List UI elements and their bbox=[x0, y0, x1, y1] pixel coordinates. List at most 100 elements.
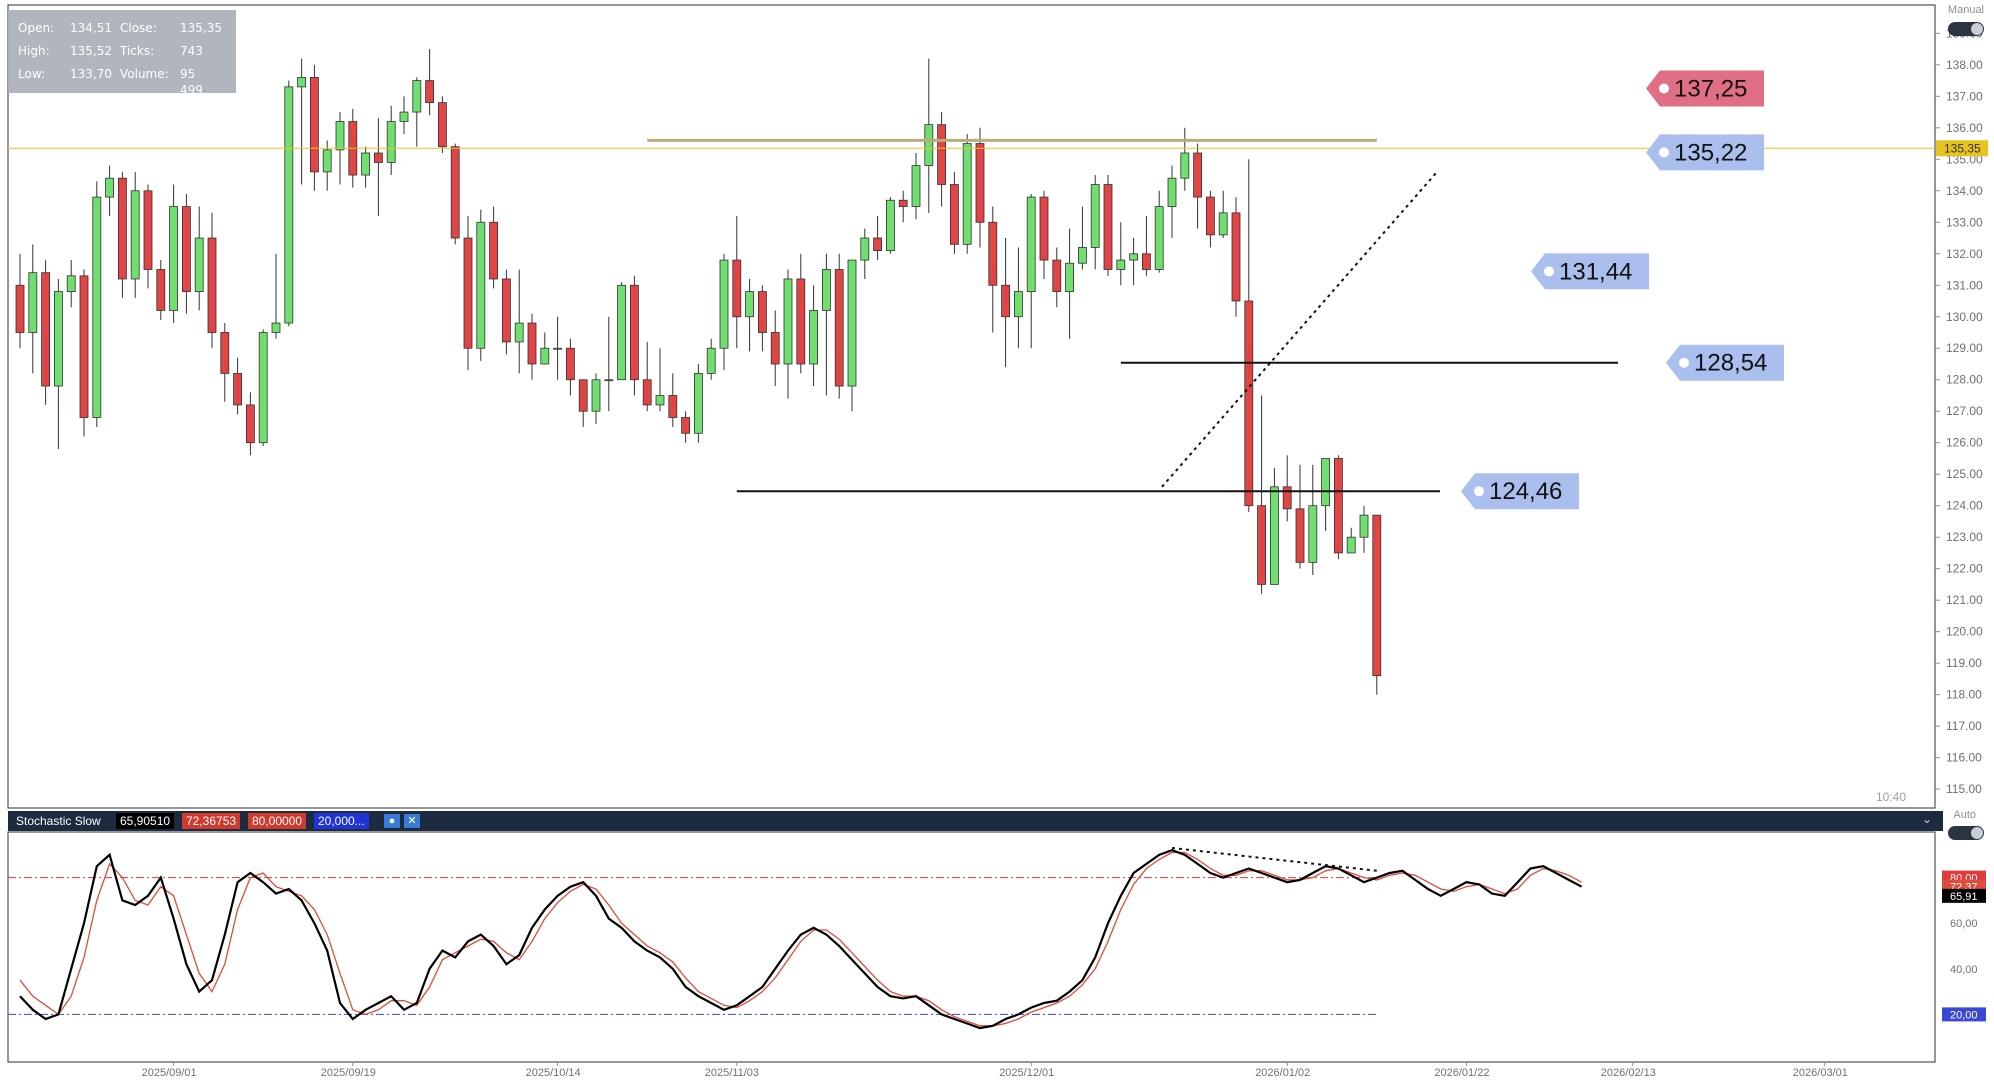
price-tick-label: 134.00 bbox=[1946, 184, 1983, 198]
indicator-scale-mode-toggle[interactable] bbox=[1948, 826, 1984, 840]
price-scale-mode-label: Manual bbox=[1947, 4, 1984, 16]
candle-body bbox=[1372, 514, 1382, 677]
date-label: 2025/12/01 bbox=[999, 1067, 1054, 1079]
candle-body bbox=[847, 259, 857, 387]
candle-body bbox=[1078, 247, 1087, 264]
candle-body bbox=[1065, 262, 1074, 292]
candle-body bbox=[207, 237, 217, 333]
level-tag-137-25 bbox=[1646, 70, 1764, 107]
candle-body bbox=[553, 347, 562, 350]
oversold-value-label: 20,00 bbox=[1950, 1009, 1978, 1021]
candle-body bbox=[335, 121, 345, 151]
candle-body bbox=[386, 121, 396, 163]
level-label: 128,54 bbox=[1694, 350, 1767, 377]
candle-body bbox=[489, 221, 499, 280]
stochastic-value-label: 65,91 bbox=[1950, 891, 1978, 903]
candle-body bbox=[1334, 458, 1343, 554]
ticks-label: Ticks: bbox=[120, 44, 155, 58]
candle-body bbox=[630, 284, 639, 381]
stochastic-d-line bbox=[19, 851, 1582, 1027]
eye-icon[interactable]: ● bbox=[384, 814, 400, 828]
candle-body bbox=[41, 272, 50, 387]
low-value: 133,70 bbox=[70, 67, 112, 81]
date-label: 2025/11/03 bbox=[705, 1067, 759, 1079]
candle-body bbox=[668, 395, 678, 418]
candle-body bbox=[373, 152, 383, 163]
open-value: 134,51 bbox=[70, 21, 112, 35]
date-label: 2026/01/02 bbox=[1255, 1067, 1310, 1079]
candle-body bbox=[1001, 284, 1010, 318]
oversold-chip: 20,000... bbox=[314, 813, 369, 829]
candle-body bbox=[1167, 177, 1177, 207]
candle-body bbox=[1206, 196, 1215, 236]
date-label: 2026/02/13 bbox=[1601, 1067, 1656, 1079]
indicator-name[interactable]: Stochastic Slow bbox=[16, 814, 101, 828]
price-tick-label: 117.00 bbox=[1946, 719, 1982, 733]
overbought-chip: 80,00000 bbox=[248, 813, 307, 829]
candle-body bbox=[118, 177, 127, 280]
candle-body bbox=[412, 80, 422, 113]
price-tick-label: 124.00 bbox=[1946, 499, 1983, 513]
candle-body bbox=[399, 111, 409, 122]
candle-body bbox=[783, 278, 793, 365]
price-scale-mode-toggle[interactable] bbox=[1948, 22, 1984, 36]
candle-body bbox=[1052, 259, 1062, 292]
candle-body bbox=[886, 199, 895, 252]
candle-body bbox=[450, 146, 460, 239]
candle-body bbox=[937, 124, 946, 185]
candle-body bbox=[604, 379, 614, 382]
candle-body bbox=[1180, 152, 1190, 179]
volume-label: Volume: bbox=[120, 67, 169, 81]
candle-body bbox=[284, 86, 294, 324]
candle-body bbox=[732, 259, 742, 318]
candle-body bbox=[476, 221, 486, 349]
chevron-down-icon[interactable]: ⌄ bbox=[1922, 812, 1933, 826]
d-value-chip: 72,36753 bbox=[182, 813, 241, 829]
candle-body bbox=[822, 269, 831, 311]
candle-body bbox=[92, 196, 102, 418]
level-label: 135,22 bbox=[1674, 139, 1747, 166]
candle-body bbox=[566, 347, 575, 381]
candle-body bbox=[1129, 253, 1138, 261]
candle-body bbox=[527, 322, 537, 365]
current-price-tag bbox=[1936, 140, 1988, 157]
level-tag-135-22 bbox=[1646, 134, 1764, 171]
candle-body bbox=[309, 77, 319, 173]
date-label: 2025/09/01 bbox=[142, 1067, 197, 1079]
candle-body bbox=[322, 149, 332, 173]
candle-body bbox=[233, 373, 243, 406]
stochastic-panel-frame bbox=[7, 831, 1936, 1063]
price-tick-label: 129.00 bbox=[1946, 341, 1983, 355]
price-tick-label: 138.00 bbox=[1946, 58, 1983, 72]
candle-body bbox=[1257, 505, 1266, 585]
candle-body bbox=[924, 124, 934, 166]
level-label: 124,46 bbox=[1489, 478, 1562, 505]
candle-body bbox=[28, 272, 38, 333]
candle-body bbox=[898, 199, 908, 207]
ohlc-info-panel: Open: 134,51 Close: 135,35 High: 135,52 … bbox=[8, 10, 236, 97]
candle-body bbox=[1244, 300, 1254, 507]
low-label: Low: bbox=[18, 67, 46, 81]
candle-body bbox=[297, 77, 307, 88]
candle-body bbox=[271, 322, 281, 333]
candle-body bbox=[514, 322, 524, 343]
candle-body bbox=[501, 278, 511, 343]
close-label: Close: bbox=[120, 21, 157, 35]
toggle-knob bbox=[1971, 827, 1983, 839]
candle-body bbox=[258, 332, 268, 444]
indicator-header-bar: Stochastic Slow 65,90510 72,36753 80,000… bbox=[8, 811, 1943, 831]
current-price-label: 135,35 bbox=[1944, 141, 1981, 155]
time-label: 10:40 bbox=[1876, 790, 1907, 804]
price-tick-label: 123.00 bbox=[1946, 530, 1983, 544]
candle-body bbox=[1014, 291, 1023, 318]
candle-body bbox=[1142, 253, 1151, 270]
close-icon[interactable]: ✕ bbox=[404, 814, 420, 828]
price-panel-frame bbox=[7, 4, 1936, 809]
price-tick-label: 120.00 bbox=[1946, 625, 1983, 639]
price-tick-label: 131.00 bbox=[1946, 278, 1983, 292]
candle-body bbox=[1282, 486, 1292, 510]
price-tick-label: 127.00 bbox=[1946, 404, 1983, 418]
price-tick-label: 136.00 bbox=[1946, 121, 1983, 135]
candle-body bbox=[834, 269, 844, 387]
